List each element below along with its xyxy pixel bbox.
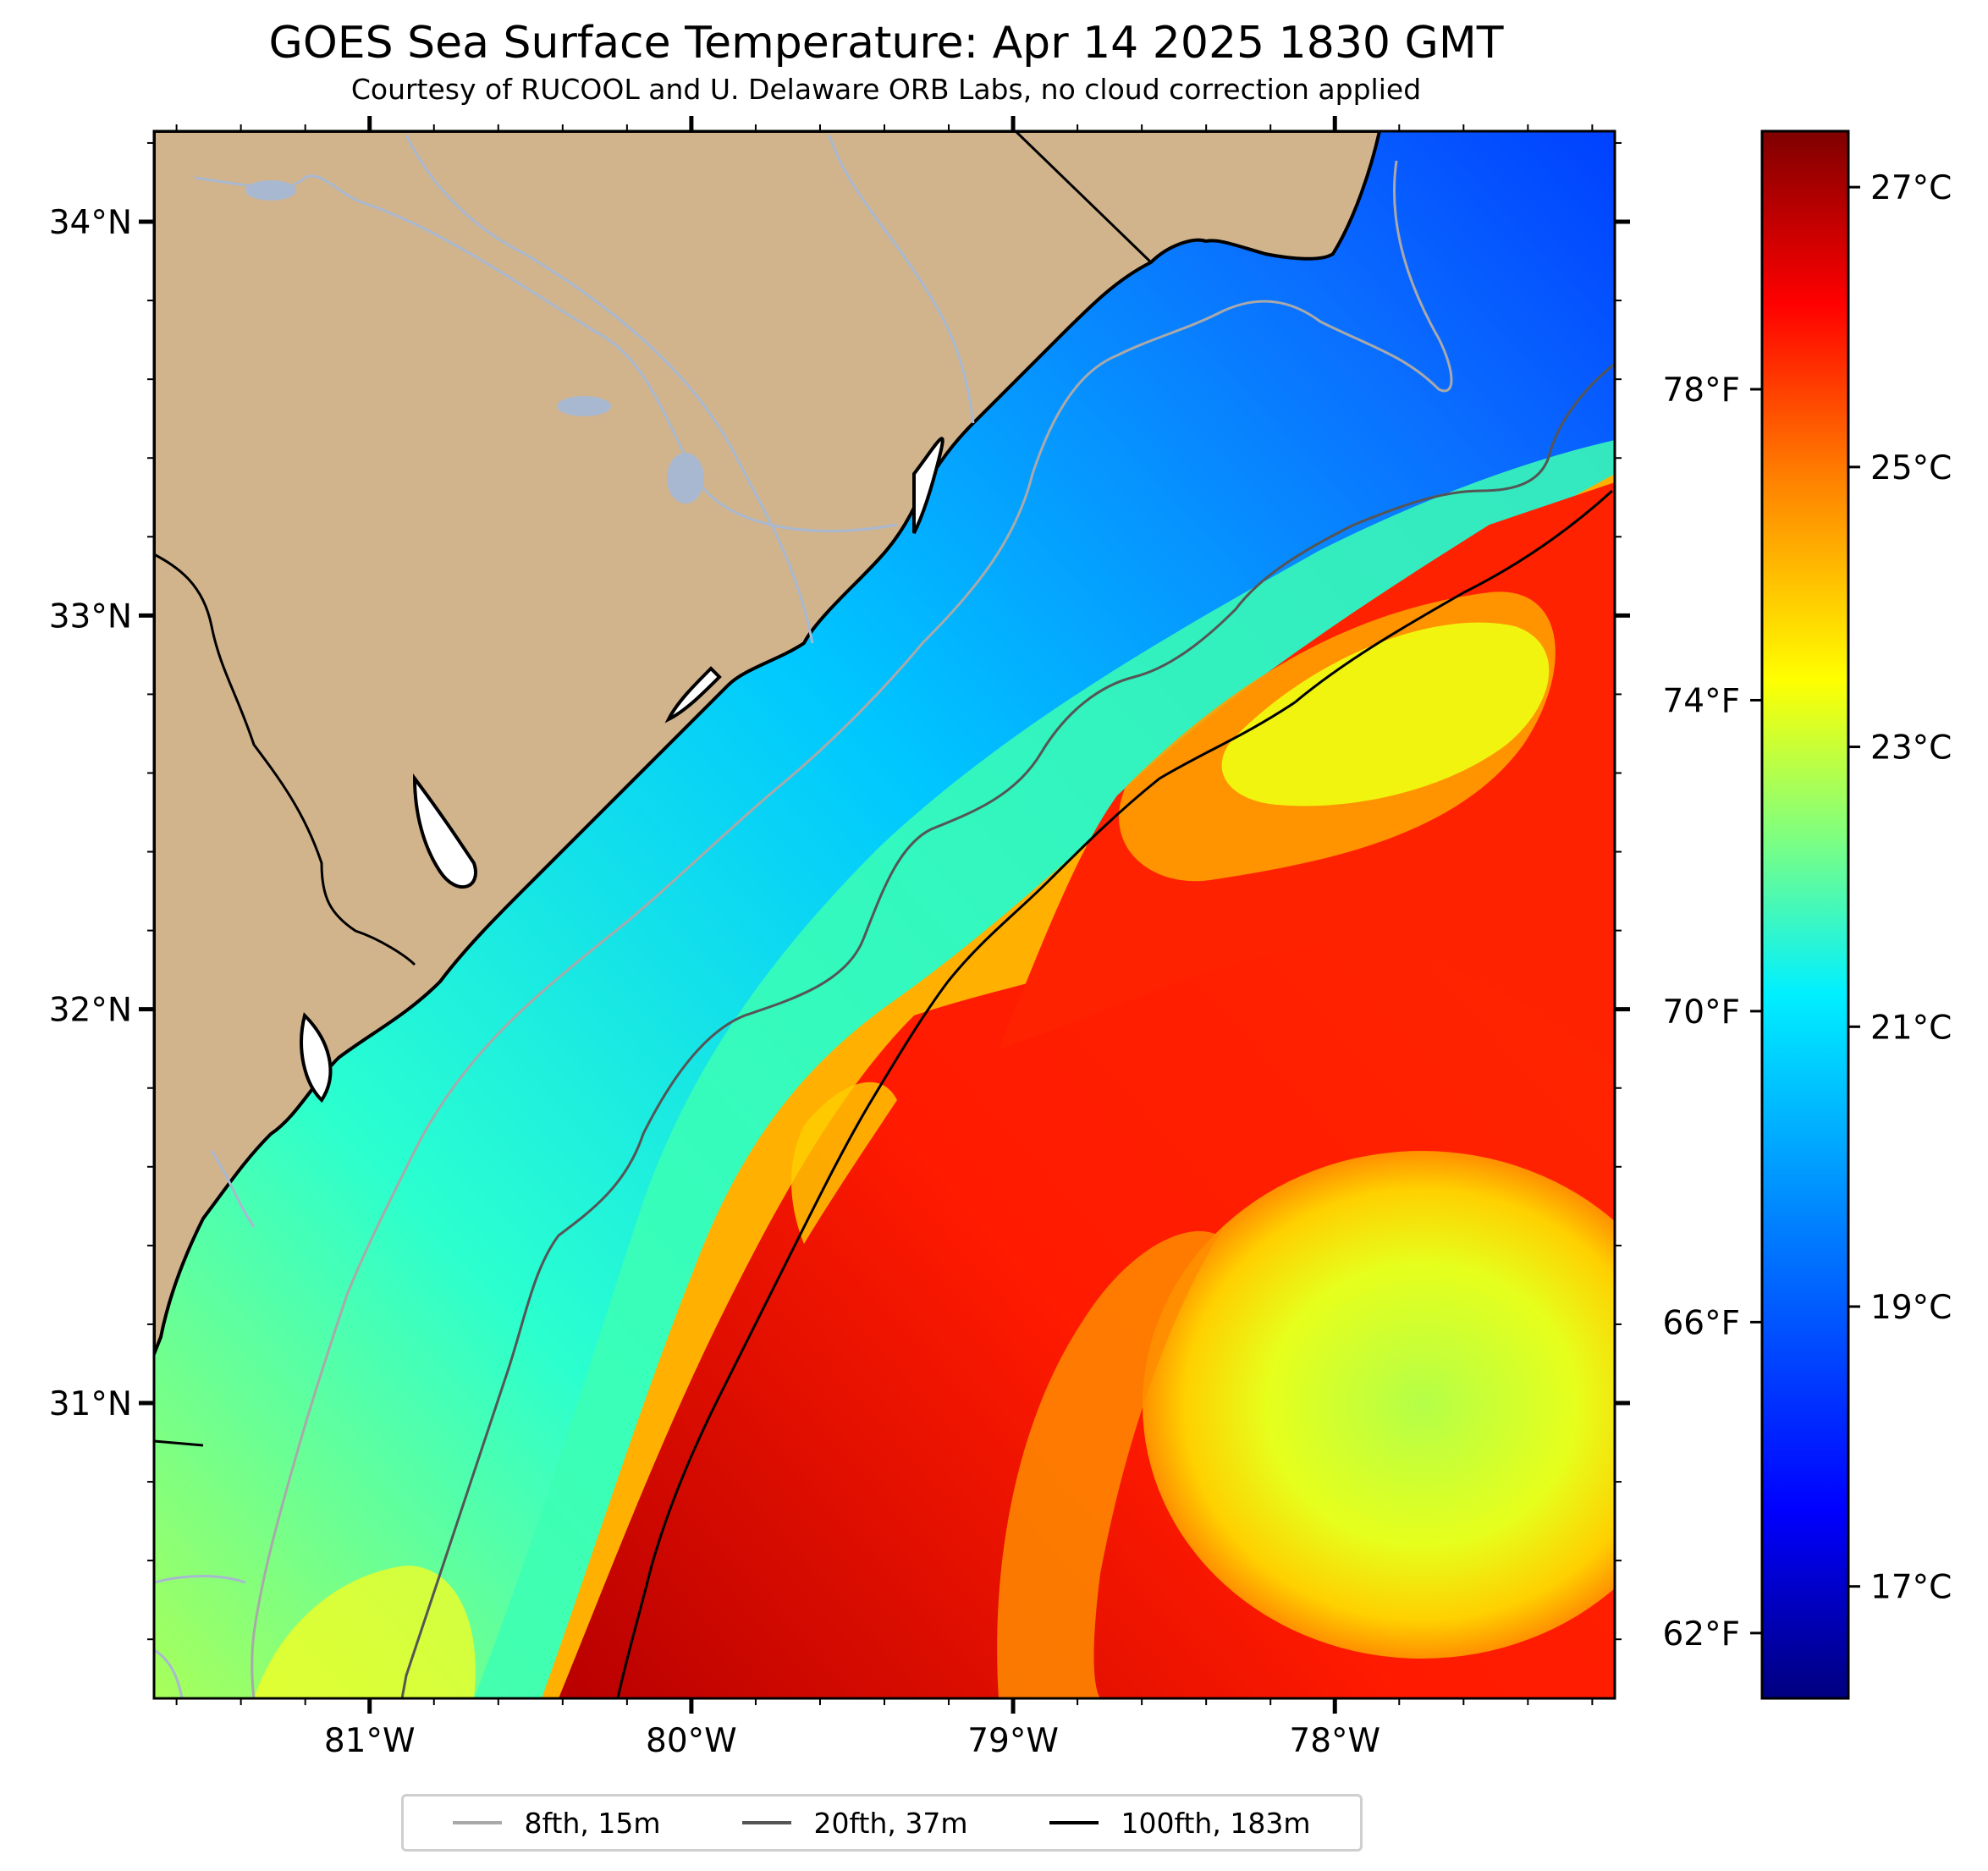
estuary-charleston <box>664 666 722 724</box>
isobath-legend: 8fth, 15m 20fth, 37m 100fth, 183m <box>401 1794 1363 1852</box>
estuary-winyah <box>912 437 944 534</box>
lon-tick-label: 79°W <box>967 1722 1059 1760</box>
lake-murray <box>245 180 296 201</box>
fahrenheit-tick-label: 62°F <box>1662 1615 1740 1654</box>
map-title: GOES Sea Surface Temperature: Apr 14 202… <box>268 18 1504 69</box>
eddy-filament <box>997 1230 1219 1698</box>
western-warm-filament <box>791 1081 897 1244</box>
estuary-port-royal <box>412 773 477 889</box>
legend-item-20fth: 20fth, 37m <box>742 1807 967 1840</box>
map-subtitle: Courtesy of RUCOOL and U. Delaware ORB L… <box>350 73 1422 106</box>
isobath-37m <box>400 362 1615 1698</box>
lon-tick-label: 81°W <box>324 1722 416 1760</box>
lat-tick-label: 32°N <box>49 992 132 1030</box>
lat-tick-label: 31°N <box>49 1385 132 1423</box>
isobath-183m <box>616 489 1614 1698</box>
fahrenheit-tick-label: 78°F <box>1662 371 1740 410</box>
state-border-ga-fl <box>154 1439 204 1447</box>
legend-item-8fth: 8fth, 15m <box>453 1806 661 1840</box>
celsius-tick-label: 17°C <box>1870 1569 1952 1607</box>
lon-tick-label: 80°W <box>646 1722 737 1760</box>
fahrenheit-tick-label: 66°F <box>1662 1304 1740 1342</box>
warm-intrusion-upper-yellow <box>1221 622 1550 806</box>
colorbar <box>1760 129 1850 1700</box>
rivers <box>154 135 975 1698</box>
legend-swatch-100fth <box>1049 1821 1099 1824</box>
legend-swatch-20fth <box>742 1821 792 1824</box>
lake-moultrie <box>557 396 611 416</box>
celsius-tick-label: 21°C <box>1870 1009 1952 1047</box>
lake-marion <box>667 453 704 504</box>
lat-tick-label: 33°N <box>49 597 132 636</box>
celsius-tick-label: 23°C <box>1870 729 1952 768</box>
legend-label-20fth: 20fth, 37m <box>813 1806 968 1840</box>
cool-eddy <box>1143 1151 1615 1659</box>
legend-item-100fth: 100fth, 183m <box>1049 1807 1310 1840</box>
lon-tick-label: 78°W <box>1289 1722 1380 1760</box>
map-axis-ticks: 81°W 80°W 79°W 78°W 34°N 33°N 32°N 31°N <box>49 116 1630 1760</box>
lat-tick-label: 34°N <box>49 204 132 242</box>
celsius-tick-label: 25°C <box>1870 449 1952 487</box>
celsius-tick-label: 27°C <box>1870 169 1952 207</box>
southwest-warm-patch <box>254 1566 476 1698</box>
colorbar-ticks: 17°C 19°C 21°C 23°C 25°C 27°C 62°F 66°F 70°F 74°F… <box>1662 169 1952 1654</box>
legend-label-8fth: 8fth, 15m <box>524 1806 661 1840</box>
fahrenheit-tick-label: 74°F <box>1662 682 1740 720</box>
map-panel <box>154 131 1615 1698</box>
isobath-15m <box>251 160 1453 1698</box>
state-border-nc-sc <box>1014 131 1153 264</box>
legend-label-100fth: 100fth, 183m <box>1121 1806 1311 1840</box>
fahrenheit-tick-label: 70°F <box>1662 993 1740 1032</box>
celsius-tick-label: 19°C <box>1870 1289 1952 1327</box>
state-border <box>154 553 416 966</box>
legend-swatch-8fth <box>453 1821 503 1824</box>
estuary-savannah <box>300 1012 333 1103</box>
